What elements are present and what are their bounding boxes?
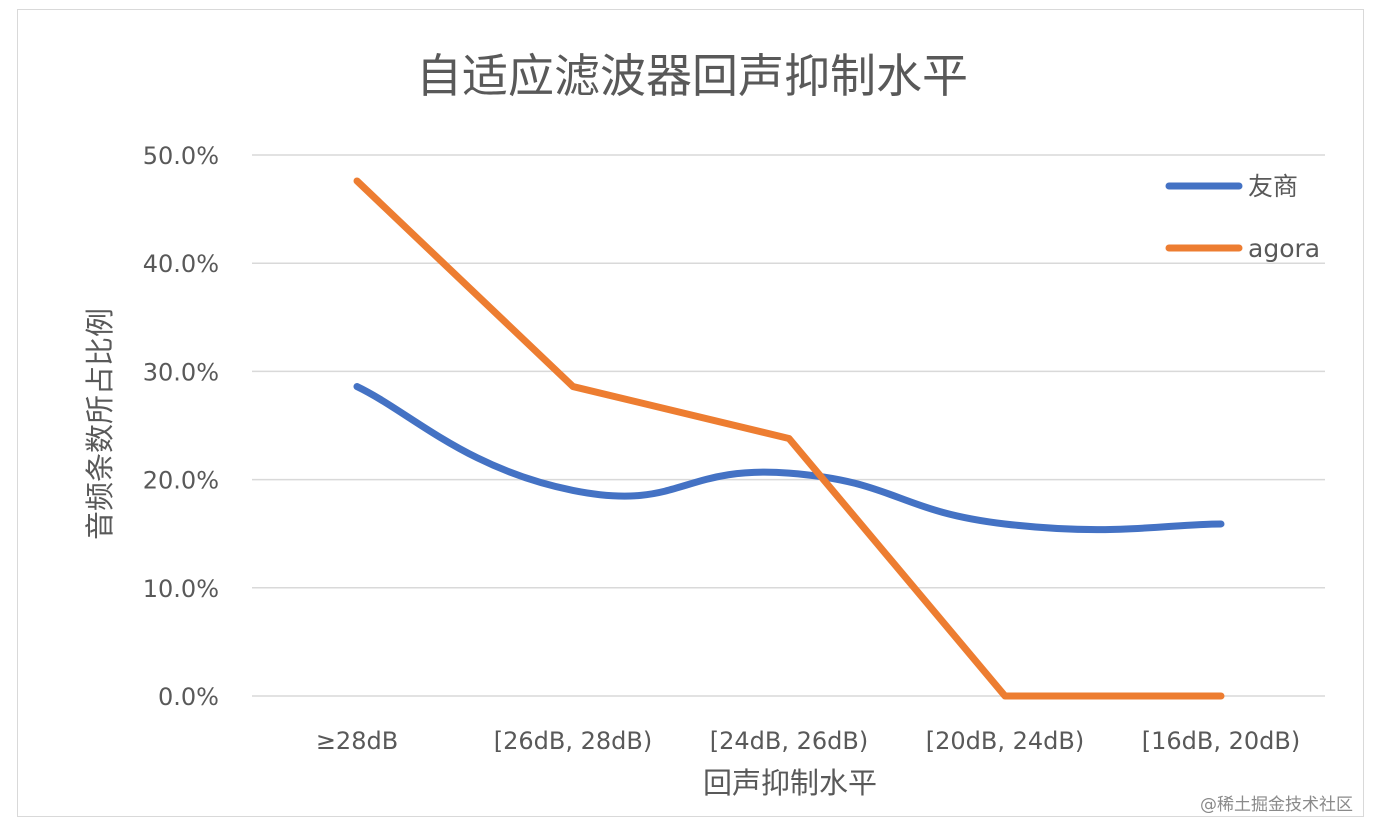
x-tick-label: [24dB, 26dB) xyxy=(710,727,868,755)
chart-title: 自适应滤波器回声抑制水平 xyxy=(416,49,968,103)
x-tick-label: [26dB, 28dB) xyxy=(494,727,652,755)
series-line-agora xyxy=(353,177,1225,700)
legend-label: agora xyxy=(1248,234,1320,263)
x-axis-title: 回声抑制水平 xyxy=(703,766,877,800)
x-tick-labels: ≥28dB [26dB, 28dB) [24dB, 26dB) [20dB, 24dB… xyxy=(316,727,1300,755)
y-tick-label: 20.0% xyxy=(143,467,219,495)
x-tick-label: [20dB, 24dB) xyxy=(926,727,1084,755)
y-axis-title: 音频条数所占比例 xyxy=(83,308,117,540)
y-tick-label: 10.0% xyxy=(143,575,219,603)
y-tick-labels: 0.0% 10.0% 20.0% 30.0% 40.0% 50.0% xyxy=(143,142,219,711)
legend-label: 友商 xyxy=(1248,172,1298,201)
watermark-text: @稀土掘金技术社区 xyxy=(1200,795,1353,815)
series-lines xyxy=(353,177,1225,700)
y-tick-label: 30.0% xyxy=(143,358,219,386)
x-tick-label: ≥28dB xyxy=(316,727,398,755)
x-tick-label: [16dB, 20dB) xyxy=(1142,727,1300,755)
y-tick-label: 0.0% xyxy=(158,683,219,711)
y-tick-label: 50.0% xyxy=(143,142,219,170)
legend: 友商 agora xyxy=(1165,172,1320,263)
y-tick-label: 40.0% xyxy=(143,250,219,278)
series-line-competitor xyxy=(353,383,1225,534)
